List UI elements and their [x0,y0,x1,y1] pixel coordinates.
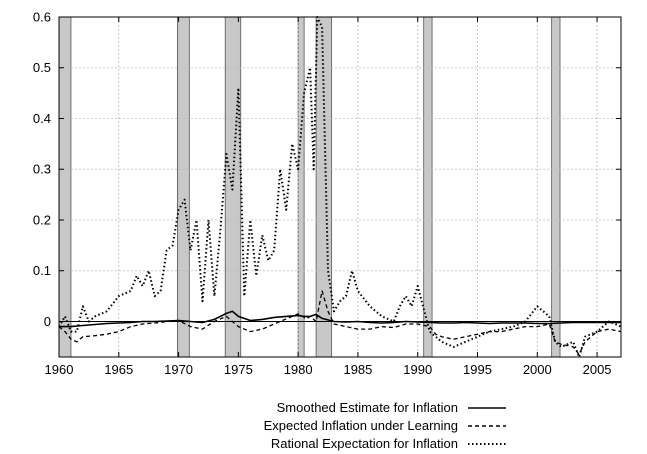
series-lines [58,16,622,358]
series-line-2 [58,290,622,356]
y-tick-label: 0.6 [33,10,51,25]
x-tick-label: 1970 [164,362,193,377]
legend-label-rational: Rational Expectation for Inflation [271,436,458,451]
y-tick-label: 0.4 [33,111,51,126]
legend-label-learning: Expected Inflation under Learning [264,418,458,433]
x-tick-label: 2000 [523,362,552,377]
legend-label-smoothed: Smoothed Estimate for Inflation [277,400,458,415]
x-tick-label: 1995 [463,362,492,377]
plot-frame [58,16,622,358]
x-tick-label: 1990 [403,362,432,377]
x-tick-label: 1985 [343,362,372,377]
x-tick-label: 1965 [104,362,133,377]
x-tick-label: 2005 [583,362,612,377]
x-tick-label: 1975 [224,362,253,377]
series-line-3 [58,16,622,358]
x-tick-label: 1980 [284,362,313,377]
y-tick-label: 0.3 [33,162,51,177]
y-tick-label: 0 [44,314,51,329]
legend: Smoothed Estimate for Inflation Expected… [264,400,506,451]
x-tick-label: 1960 [45,362,74,377]
y-tick-label: 0.2 [33,212,51,227]
y-tick-label: 0.1 [33,263,51,278]
y-tick-label: 0.5 [33,60,51,75]
y-axis: 0 0.1 0.2 0.3 0.4 0.5 0.6 [33,10,621,329]
x-axis: 1960 1965 1970 1975 1980 1985 1990 1995 2000 2005 [45,17,612,377]
